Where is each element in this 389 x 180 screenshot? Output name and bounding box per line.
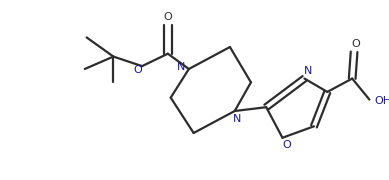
- Text: O: O: [134, 65, 143, 75]
- Text: O: O: [352, 39, 360, 49]
- Text: N: N: [233, 114, 241, 124]
- Text: OH: OH: [374, 96, 389, 106]
- Text: O: O: [163, 12, 172, 22]
- Text: O: O: [282, 140, 291, 150]
- Text: N: N: [177, 62, 186, 72]
- Text: N: N: [304, 66, 312, 76]
